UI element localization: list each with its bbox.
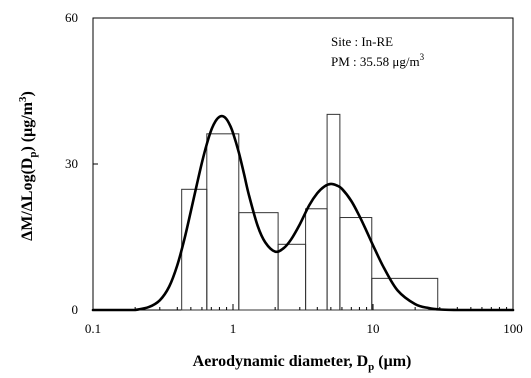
y-tick-labels: 60 30 0 [65,10,78,317]
histogram-bar [206,133,240,311]
plot-frame [92,17,514,311]
annotation-pm: PM : 35.58 μg/m3 [331,52,425,69]
histogram-bar [277,243,307,311]
annotation-site: Site : In-RE [331,34,393,49]
histogram-bars [181,113,439,311]
histogram-bar [371,277,439,311]
histogram-bar [181,188,208,311]
histogram-bar [305,208,328,311]
histogram-bar [339,217,373,311]
x-tick-label-100: 100 [503,321,523,336]
fit-curve-line [91,114,515,312]
x-axis-title: Aerodynamic diameter, Dp (μm) [193,353,412,373]
x-tick-label-0.1: 0.1 [85,321,101,336]
x-tick-label-10: 10 [367,321,380,336]
x-tick-label-1: 1 [230,321,237,336]
x-tick-labels: 0.1 1 10 100 [85,321,523,336]
y-axis-title: ΔM/ΔLog(Dp) (μg/m3) [17,91,39,241]
y-tick-label-60: 60 [65,10,78,25]
axis-ticks [92,17,514,311]
y-tick-label-30: 30 [65,156,78,171]
annotation: Site : In-RE PM : 35.58 μg/m3 [331,34,425,69]
histogram-bar [326,113,341,311]
y-tick-label-0: 0 [72,302,79,317]
